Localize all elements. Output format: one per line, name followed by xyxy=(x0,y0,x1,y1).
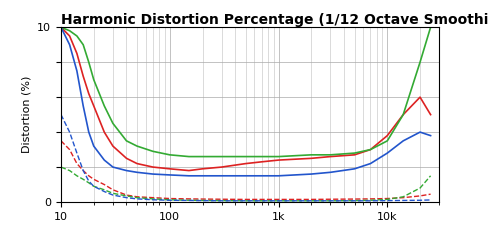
Y-axis label: Distortion (%): Distortion (%) xyxy=(22,76,32,153)
Text: Harmonic Distortion Percentage (1/12 Octave Smoothing: Harmonic Distortion Percentage (1/12 Oct… xyxy=(61,13,488,27)
